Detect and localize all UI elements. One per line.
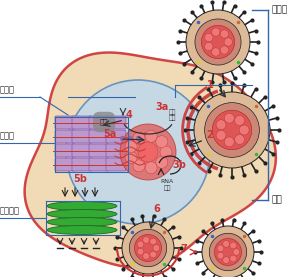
Circle shape bbox=[153, 245, 160, 252]
Text: 4: 4 bbox=[126, 110, 133, 120]
Text: 3b: 3b bbox=[172, 160, 186, 170]
Circle shape bbox=[194, 92, 270, 168]
Circle shape bbox=[195, 19, 241, 65]
Circle shape bbox=[224, 38, 232, 46]
Text: 5b: 5b bbox=[73, 174, 87, 184]
Circle shape bbox=[125, 140, 137, 153]
Text: 转录
图接: 转录 图接 bbox=[168, 109, 176, 121]
Circle shape bbox=[212, 28, 220, 36]
Text: 1: 1 bbox=[207, 80, 214, 90]
Text: mRNAs: mRNAs bbox=[133, 132, 156, 137]
Circle shape bbox=[143, 237, 149, 243]
FancyBboxPatch shape bbox=[72, 116, 92, 129]
Text: 细胞: 细胞 bbox=[272, 196, 283, 204]
Circle shape bbox=[137, 248, 144, 255]
Text: 2: 2 bbox=[206, 130, 213, 140]
FancyBboxPatch shape bbox=[72, 144, 92, 157]
Circle shape bbox=[220, 46, 229, 54]
FancyBboxPatch shape bbox=[89, 116, 109, 129]
Circle shape bbox=[156, 136, 168, 148]
Text: 5a: 5a bbox=[103, 129, 116, 139]
FancyBboxPatch shape bbox=[106, 116, 126, 129]
Circle shape bbox=[216, 130, 226, 140]
Circle shape bbox=[233, 249, 240, 255]
Text: 6: 6 bbox=[153, 204, 160, 214]
Circle shape bbox=[223, 257, 230, 263]
Circle shape bbox=[209, 233, 247, 271]
Circle shape bbox=[202, 226, 254, 277]
Circle shape bbox=[212, 48, 220, 56]
Circle shape bbox=[205, 103, 260, 157]
Circle shape bbox=[143, 253, 149, 260]
FancyBboxPatch shape bbox=[55, 158, 75, 171]
Text: 细胞核: 细胞核 bbox=[0, 85, 15, 94]
FancyBboxPatch shape bbox=[55, 116, 75, 129]
FancyBboxPatch shape bbox=[89, 130, 109, 143]
Ellipse shape bbox=[47, 225, 117, 235]
Circle shape bbox=[150, 238, 157, 245]
Text: 3a: 3a bbox=[155, 102, 168, 112]
Text: 病毒体: 病毒体 bbox=[272, 6, 288, 14]
FancyBboxPatch shape bbox=[89, 144, 109, 157]
Circle shape bbox=[160, 146, 172, 158]
Circle shape bbox=[220, 30, 229, 38]
Circle shape bbox=[122, 222, 174, 274]
FancyBboxPatch shape bbox=[72, 158, 92, 171]
Text: 核糖体: 核糖体 bbox=[0, 131, 15, 140]
Circle shape bbox=[133, 160, 145, 172]
Ellipse shape bbox=[47, 209, 117, 219]
Circle shape bbox=[150, 251, 157, 258]
Circle shape bbox=[216, 120, 226, 130]
Circle shape bbox=[205, 34, 213, 42]
Circle shape bbox=[217, 252, 224, 259]
FancyBboxPatch shape bbox=[89, 158, 109, 171]
FancyBboxPatch shape bbox=[106, 130, 126, 143]
Text: 7: 7 bbox=[180, 244, 187, 254]
Circle shape bbox=[138, 142, 158, 162]
Circle shape bbox=[156, 156, 168, 168]
FancyBboxPatch shape bbox=[55, 130, 75, 143]
Circle shape bbox=[201, 25, 235, 59]
Circle shape bbox=[230, 242, 237, 249]
Text: 高尔基体: 高尔基体 bbox=[0, 206, 20, 215]
Ellipse shape bbox=[47, 201, 117, 211]
FancyBboxPatch shape bbox=[72, 130, 92, 143]
Polygon shape bbox=[25, 53, 276, 268]
Ellipse shape bbox=[47, 217, 117, 227]
Circle shape bbox=[235, 116, 244, 125]
Circle shape bbox=[129, 229, 167, 267]
Circle shape bbox=[223, 240, 230, 247]
Circle shape bbox=[217, 245, 224, 252]
Circle shape bbox=[120, 124, 176, 180]
FancyBboxPatch shape bbox=[106, 144, 126, 157]
Circle shape bbox=[145, 130, 157, 142]
Circle shape bbox=[224, 137, 234, 147]
Circle shape bbox=[214, 238, 242, 266]
Circle shape bbox=[224, 113, 234, 123]
Circle shape bbox=[145, 162, 157, 174]
Text: RNA
复制: RNA 复制 bbox=[160, 179, 174, 191]
Circle shape bbox=[137, 241, 144, 248]
Circle shape bbox=[239, 125, 249, 135]
FancyBboxPatch shape bbox=[106, 158, 126, 171]
Circle shape bbox=[212, 110, 252, 150]
FancyBboxPatch shape bbox=[55, 144, 75, 157]
Circle shape bbox=[133, 132, 145, 144]
Circle shape bbox=[186, 10, 250, 74]
Circle shape bbox=[134, 234, 161, 261]
Circle shape bbox=[125, 152, 137, 163]
Circle shape bbox=[230, 255, 237, 262]
Circle shape bbox=[235, 135, 244, 144]
Circle shape bbox=[205, 42, 213, 51]
Circle shape bbox=[66, 80, 210, 224]
Text: 翻译: 翻译 bbox=[100, 119, 108, 125]
